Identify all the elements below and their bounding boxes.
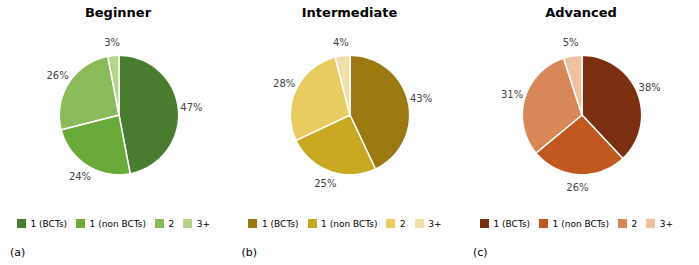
svg-text:4%: 4%: [333, 37, 349, 48]
svg-text:38%: 38%: [638, 82, 660, 93]
html-text:1 (non BCTs): 1 (non BCTs): [321, 218, 378, 229]
html-text:2: 2: [631, 218, 638, 229]
html-text:2: 2: [168, 218, 175, 229]
svg-text:5%: 5%: [562, 37, 578, 48]
html-text:(a): (a): [10, 245, 26, 259]
svg-text:26%: 26%: [46, 70, 68, 81]
svg-text:31%: 31%: [500, 89, 522, 100]
svg-text:47%: 47%: [180, 102, 202, 113]
html-text:Advanced: Advanced: [545, 5, 617, 20]
html-text:Intermediate: Intermediate: [301, 5, 398, 20]
html-text:(b): (b): [241, 245, 258, 259]
svg-text:3%: 3%: [104, 37, 120, 48]
svg-text:43%: 43%: [410, 93, 432, 104]
html-text:1 (BCTs): 1 (BCTs): [262, 218, 299, 229]
html-text:1 (non BCTs): 1 (non BCTs): [89, 218, 146, 229]
html-text:1 (BCTs): 1 (BCTs): [493, 218, 531, 229]
html-text:1 (BCTs): 1 (BCTs): [30, 218, 68, 229]
html-text:3+: 3+: [659, 218, 673, 229]
html-text:2: 2: [400, 218, 406, 229]
html-text:3+: 3+: [196, 218, 210, 229]
html-text:(c): (c): [473, 245, 488, 259]
html-text:3+: 3+: [428, 218, 442, 229]
svg-text:26%: 26%: [566, 182, 588, 193]
html-text:Beginner: Beginner: [84, 5, 152, 20]
html-text:1 (non BCTs): 1 (non BCTs): [552, 218, 609, 229]
svg-text:28%: 28%: [273, 78, 295, 89]
svg-text:25%: 25%: [314, 178, 336, 189]
svg-text:24%: 24%: [68, 171, 90, 182]
